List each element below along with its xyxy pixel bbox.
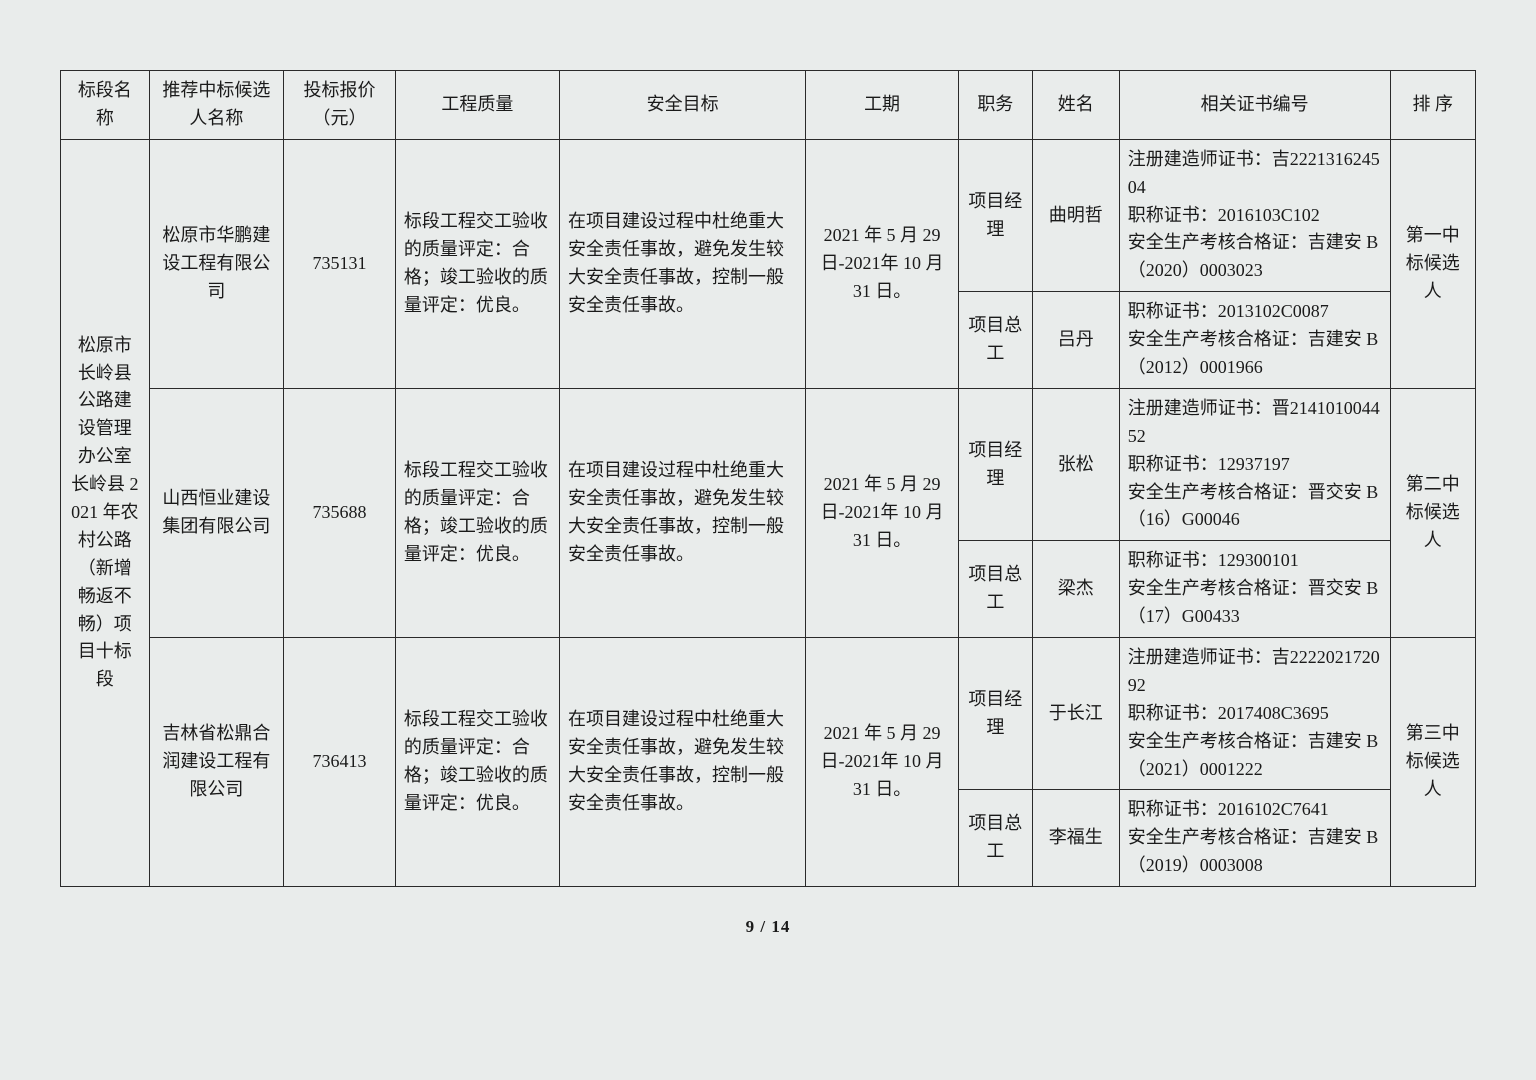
cell-cert: 职称证书：2013102C0087安全生产考核合格证：吉建安 B（2012）00…	[1119, 292, 1390, 389]
cell-name: 梁杰	[1032, 541, 1119, 638]
header-role: 职务	[958, 71, 1032, 140]
cell-role: 项目总工	[958, 541, 1032, 638]
header-name: 姓名	[1032, 71, 1119, 140]
cell-rank: 第三中标候选人	[1390, 638, 1475, 887]
cell-company: 松原市华鹏建设工程有限公司	[149, 139, 284, 388]
cell-safety: 在项目建设过程中杜绝重大安全责任事故，避免发生较大安全责任事故，控制一般安全责任…	[560, 388, 806, 637]
cell-role: 项目经理	[958, 388, 1032, 540]
cell-name: 张松	[1032, 388, 1119, 540]
header-cert: 相关证书编号	[1119, 71, 1390, 140]
cell-cert: 职称证书：129300101安全生产考核合格证：晋交安 B（17）G00433	[1119, 541, 1390, 638]
table-header-row: 标段名称 推荐中标候选人名称 投标报价（元） 工程质量 安全目标 工期 职务 姓…	[61, 71, 1476, 140]
cell-price: 735131	[284, 139, 396, 388]
table-row: 松原市长岭县公路建设管理办公室长岭县 2021 年农村公路（新增畅返不畅）项目十…	[61, 139, 1476, 291]
cell-cert: 注册建造师证书：晋214101004452职称证书：12937197安全生产考核…	[1119, 388, 1390, 540]
cell-company: 吉林省松鼎合润建设工程有限公司	[149, 638, 284, 887]
cell-period: 2021 年 5 月 29 日-2021年 10 月 31 日。	[806, 139, 959, 388]
header-quality: 工程质量	[395, 71, 559, 140]
document-page: 标段名称 推荐中标候选人名称 投标报价（元） 工程质量 安全目标 工期 职务 姓…	[60, 70, 1476, 937]
cell-period: 2021 年 5 月 29 日-2021年 10 月 31 日。	[806, 388, 959, 637]
header-period: 工期	[806, 71, 959, 140]
cell-company: 山西恒业建设集团有限公司	[149, 388, 284, 637]
table-row: 山西恒业建设集团有限公司 735688 标段工程交工验收的质量评定：合格；竣工验…	[61, 388, 1476, 540]
cell-role: 项目经理	[958, 139, 1032, 291]
cell-role: 项目经理	[958, 638, 1032, 790]
header-price: 投标报价（元）	[284, 71, 396, 140]
cell-quality: 标段工程交工验收的质量评定：合格；竣工验收的质量评定：优良。	[395, 139, 559, 388]
cell-cert: 职称证书：2016102C7641安全生产考核合格证：吉建安 B（2019）00…	[1119, 790, 1390, 887]
header-candidate: 推荐中标候选人名称	[149, 71, 284, 140]
page-number: 9 / 14	[60, 917, 1476, 937]
cell-name: 李福生	[1032, 790, 1119, 887]
cell-name: 曲明哲	[1032, 139, 1119, 291]
cell-safety: 在项目建设过程中杜绝重大安全责任事故，避免发生较大安全责任事故，控制一般安全责任…	[560, 139, 806, 388]
cell-role: 项目总工	[958, 292, 1032, 389]
cell-role: 项目总工	[958, 790, 1032, 887]
cell-rank: 第一中标候选人	[1390, 139, 1475, 388]
cell-quality: 标段工程交工验收的质量评定：合格；竣工验收的质量评定：优良。	[395, 388, 559, 637]
cell-quality: 标段工程交工验收的质量评定：合格；竣工验收的质量评定：优良。	[395, 638, 559, 887]
cell-cert: 注册建造师证书：吉222131624504职称证书：2016103C102安全生…	[1119, 139, 1390, 291]
header-rank: 排 序	[1390, 71, 1475, 140]
cell-cert: 注册建造师证书：吉222202172092职称证书：2017408C3695安全…	[1119, 638, 1390, 790]
cell-price: 736413	[284, 638, 396, 887]
table-row: 吉林省松鼎合润建设工程有限公司 736413 标段工程交工验收的质量评定：合格；…	[61, 638, 1476, 790]
cell-name: 吕丹	[1032, 292, 1119, 389]
header-section: 标段名称	[61, 71, 150, 140]
cell-rank: 第二中标候选人	[1390, 388, 1475, 637]
cell-safety: 在项目建设过程中杜绝重大安全责任事故，避免发生较大安全责任事故，控制一般安全责任…	[560, 638, 806, 887]
cell-section-name: 松原市长岭县公路建设管理办公室长岭县 2021 年农村公路（新增畅返不畅）项目十…	[61, 139, 150, 886]
cell-name: 于长江	[1032, 638, 1119, 790]
cell-period: 2021 年 5 月 29 日-2021年 10 月 31 日。	[806, 638, 959, 887]
header-safety: 安全目标	[560, 71, 806, 140]
cell-price: 735688	[284, 388, 396, 637]
bid-table: 标段名称 推荐中标候选人名称 投标报价（元） 工程质量 安全目标 工期 职务 姓…	[60, 70, 1476, 887]
